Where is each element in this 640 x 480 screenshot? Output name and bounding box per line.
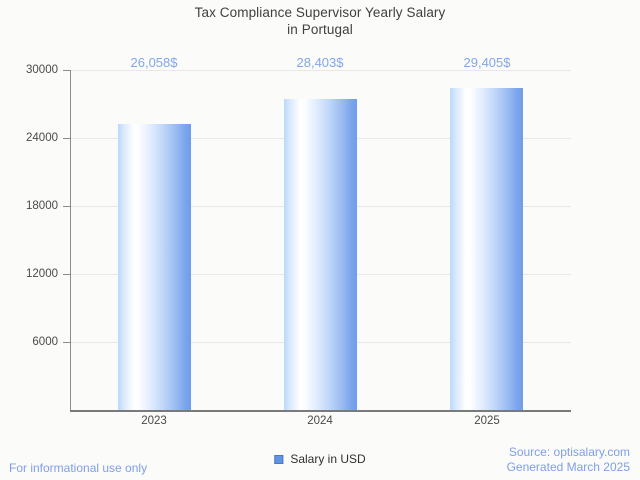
x-tick-label-2025: 2025 <box>474 415 500 427</box>
x-axis-line <box>70 410 571 412</box>
y-tick-18000 <box>63 206 70 207</box>
chart-legend: Salary in USD <box>268 450 372 468</box>
y-tick-label-30000: 30000 <box>26 64 58 76</box>
generated-date-text: Generated March 2025 <box>506 460 630 474</box>
legend-swatch-icon <box>274 454 284 464</box>
y-tick-label-6000: 6000 <box>32 336 58 348</box>
x-tick-label-2023: 2023 <box>141 415 167 427</box>
y-tick-6000 <box>63 342 70 343</box>
value-label-2023: 26,058$ <box>130 55 178 70</box>
disclaimer-text: For informational use only <box>9 461 148 475</box>
chart-title: Tax Compliance Supervisor Yearly Salary … <box>194 5 446 37</box>
source-text: Source: optisalary.com <box>508 445 630 459</box>
y-tick-label-24000: 24000 <box>26 132 58 144</box>
y-tick-24000 <box>63 138 70 139</box>
bar-2023 <box>118 124 191 410</box>
legend-label-salary: Salary in USD <box>290 452 366 466</box>
x-tick-label-2024: 2024 <box>307 415 333 427</box>
plot-area <box>71 70 571 410</box>
value-label-2025: 29,405$ <box>463 55 511 70</box>
y-tick-label-12000: 12000 <box>26 268 58 280</box>
y-tick-12000 <box>63 274 70 275</box>
bar-2025 <box>450 87 523 410</box>
value-label-2024: 28,403$ <box>296 55 344 70</box>
y-tick-30000 <box>63 70 70 71</box>
y-tick-label-18000: 18000 <box>26 200 58 212</box>
source-attribution: Source: optisalary.com Generated March 2… <box>507 445 630 475</box>
gridline-30000 <box>71 70 571 71</box>
y-axis-line <box>70 70 71 411</box>
bar-2024 <box>284 98 357 410</box>
